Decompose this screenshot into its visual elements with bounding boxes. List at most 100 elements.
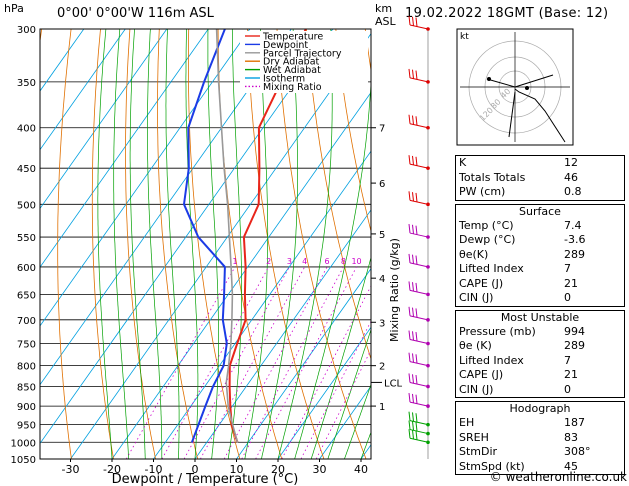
isotherm-line xyxy=(40,29,334,445)
legend-label: Dewpoint xyxy=(263,40,308,51)
wind-barb-feather xyxy=(415,282,418,293)
x-tick-label: 10 xyxy=(230,463,244,476)
wind-barb-staff xyxy=(409,289,429,295)
legend-label: Dry Adiabat xyxy=(263,57,320,68)
dry-adiabat-line xyxy=(306,29,371,361)
surface-value: 7.4 xyxy=(564,218,582,232)
index-label: Totals Totals xyxy=(459,170,526,184)
x-tick-label: 30 xyxy=(313,463,327,476)
km-tick-label: 4 xyxy=(379,274,385,285)
wind-barb-feather xyxy=(412,224,414,234)
wind-barb-feather xyxy=(408,330,411,340)
pressure-tick-label: 500 xyxy=(17,200,36,211)
wind-barb-feather xyxy=(412,69,414,79)
wind-barb-feather xyxy=(408,306,411,316)
surface-label: Dewp (°C) xyxy=(459,233,516,246)
wind-barb-staff xyxy=(409,315,429,321)
series-parcel-trajectory-line xyxy=(215,29,239,443)
wind-barb-feather xyxy=(408,352,411,362)
plot-frame xyxy=(39,28,372,460)
mixing-ratio-line xyxy=(200,266,306,459)
hodograph-stat-label: SREH xyxy=(459,430,489,444)
most-unstable-row: CIN (J) 0 xyxy=(456,383,624,398)
mixing-ratio-line xyxy=(241,266,344,459)
profile-lines xyxy=(182,29,307,443)
surface-row: Temp (°C) 7.4 xyxy=(456,219,624,234)
dry-adiabat-line xyxy=(57,29,72,459)
most-unstable-value: 7 xyxy=(564,353,571,367)
x-tick-label: 0 xyxy=(192,463,199,476)
mixing-ratio-label: 8 xyxy=(341,257,346,266)
wind-barb-staff xyxy=(409,232,429,238)
isotherm-line xyxy=(194,209,371,459)
km-tick-label: 7 xyxy=(379,124,385,135)
wind-barb-feather xyxy=(412,421,414,431)
wind-barb-feather xyxy=(408,373,411,383)
legend-label: Wet Adiabat xyxy=(263,65,321,76)
mixing-ratio-line xyxy=(255,266,357,459)
credit-link[interactable]: © weatheronline.co.uk xyxy=(489,470,627,484)
height-unit-line1: km xyxy=(375,2,393,15)
wind-barb-feather xyxy=(412,353,414,363)
isotherm-line xyxy=(40,29,292,386)
height-axis: 7 6 5 4 3 2 1 LCL xyxy=(371,124,403,413)
hodograph-stat-value: 45 xyxy=(564,459,578,473)
wind-barb-feather xyxy=(412,155,414,166)
wind-barb-feather xyxy=(415,422,418,432)
wind-barb-feather xyxy=(415,308,418,318)
most-unstable-label: CIN (J) xyxy=(459,382,494,396)
hodograph-unit-label: kt xyxy=(460,32,469,42)
dry-adiabat-line xyxy=(91,29,114,459)
index-row: K 12 xyxy=(456,156,624,171)
legend-label: Isotherm xyxy=(263,74,305,85)
x-tick-label: 20 xyxy=(271,463,285,476)
wet-adiabat-line xyxy=(261,29,298,459)
surface-row: CAPE (J) 21 xyxy=(456,277,624,292)
surface-label: CIN (J) xyxy=(459,291,494,304)
hodograph-stat-label: StmDir xyxy=(459,445,498,458)
wind-barb-feather xyxy=(412,412,414,422)
pressure-tick-label: 950 xyxy=(17,421,36,432)
index-row: Totals Totals 46 xyxy=(456,171,624,186)
wind-barb-feather xyxy=(408,411,411,421)
pressure-tick-label: 1000 xyxy=(11,438,36,449)
height-unit-label: km ASL xyxy=(375,2,396,28)
mixing-ratio-line xyxy=(300,320,371,459)
hodograph-stat-row: StmSpd (kt) 45 xyxy=(456,460,624,475)
km-tick-label: 5 xyxy=(379,230,385,241)
wind-barb-feather xyxy=(412,307,414,317)
hodograph-arm xyxy=(514,74,554,88)
wet-adiabat-line xyxy=(244,29,269,459)
legend-label: Temperature xyxy=(262,32,323,43)
pressure-tick-label: 450 xyxy=(17,164,36,175)
mixing-ratio-label: 3 xyxy=(287,257,292,266)
wind-barb-feather xyxy=(408,420,411,430)
wind-barb-staff xyxy=(409,123,429,129)
most-unstable-row: θe (K) 289 xyxy=(456,339,624,354)
mixing-ratio-line xyxy=(281,285,371,459)
wind-barb-feather xyxy=(408,429,411,439)
indices-panel: K 12 Totals Totals 46 PW (cm) 0.8 Surface Tem… xyxy=(455,155,625,478)
wind-barb-feather xyxy=(408,253,411,263)
wind-barb-feather xyxy=(415,192,418,202)
datetime-title: 19.02.2022 18GMT (Base: 12) xyxy=(405,6,609,21)
dry-adiabat-line xyxy=(247,29,325,459)
wind-barb-feather xyxy=(412,393,414,403)
hodograph-stat-row: StmDir 308° xyxy=(456,445,624,460)
isotherm-line xyxy=(111,91,371,459)
mixing-ratio-label: 4 xyxy=(302,257,307,266)
km-tick-label: 6 xyxy=(379,179,385,190)
isotherm-line xyxy=(40,29,251,327)
hodograph-stat-row: EH 187 xyxy=(456,416,624,431)
wind-barb-feather xyxy=(412,331,414,341)
most-unstable-value: 994 xyxy=(564,324,585,338)
pressure-tick-label: 550 xyxy=(17,233,36,244)
surface-row: θe(K) 289 xyxy=(456,248,624,263)
hodograph-storm-marker xyxy=(487,77,491,81)
km-tick-label: 3 xyxy=(379,318,385,329)
wind-barb-feather xyxy=(408,281,411,291)
most-unstable-label: CAPE (J) xyxy=(459,368,504,381)
wind-barb-staff xyxy=(409,77,429,83)
pressure-tick-label: 700 xyxy=(17,316,36,327)
surface-title: Surface xyxy=(519,204,561,218)
